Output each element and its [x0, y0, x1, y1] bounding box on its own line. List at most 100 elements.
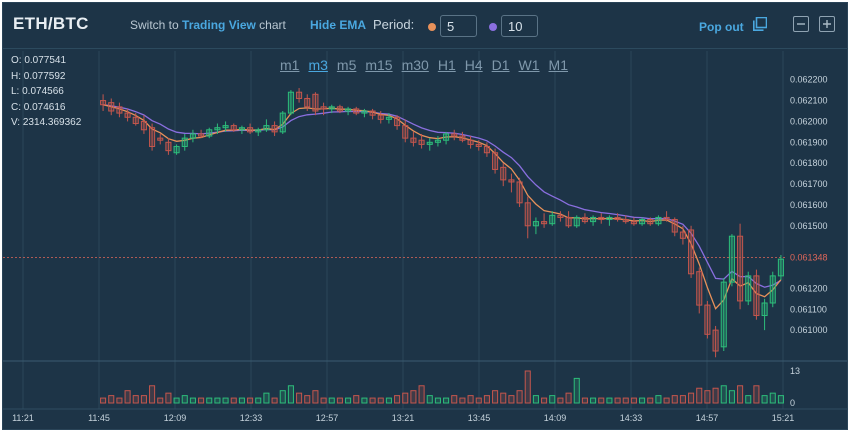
minus-icon[interactable]	[793, 16, 809, 32]
pop-out-icon[interactable]	[753, 17, 767, 31]
volume-bar[interactable]	[549, 395, 556, 404]
timeframe-m5[interactable]: m5	[336, 57, 357, 73]
volume-bar[interactable]	[418, 385, 425, 404]
candle-body[interactable]	[549, 214, 556, 225]
candle-body[interactable]	[581, 216, 588, 223]
candle-body[interactable]	[336, 106, 343, 112]
candle-body[interactable]	[614, 216, 621, 221]
candle-body[interactable]	[663, 216, 670, 221]
volume-bar[interactable]	[606, 397, 613, 404]
volume-bar[interactable]	[296, 392, 303, 404]
candle-body[interactable]	[688, 229, 695, 275]
candle-body[interactable]	[720, 281, 727, 348]
volume-bar[interactable]	[434, 397, 441, 404]
candle-body[interactable]	[737, 235, 744, 302]
volume-bar[interactable]	[402, 392, 409, 404]
candle-body[interactable]	[369, 110, 376, 116]
candle-body[interactable]	[165, 141, 172, 152]
plus-icon[interactable]	[819, 16, 835, 32]
volume-bar[interactable]	[777, 395, 784, 404]
volume-bar[interactable]	[720, 385, 727, 404]
candle-body[interactable]	[198, 133, 205, 137]
candle-body[interactable]	[696, 271, 703, 306]
candle-body[interactable]	[728, 235, 735, 283]
volume-bar[interactable]	[565, 392, 572, 404]
candle-body[interactable]	[516, 181, 523, 204]
volume-bar[interactable]	[279, 390, 286, 404]
volume-bar[interactable]	[116, 397, 123, 404]
volume-bar[interactable]	[385, 397, 392, 404]
candle-body[interactable]	[116, 106, 123, 114]
volume-bar[interactable]	[753, 385, 760, 404]
candle-body[interactable]	[671, 219, 678, 233]
candle-body[interactable]	[255, 129, 262, 133]
candle-body[interactable]	[271, 125, 278, 133]
volume-bar[interactable]	[312, 390, 319, 404]
candle-body[interactable]	[712, 329, 719, 352]
volume-bar[interactable]	[377, 397, 384, 404]
hide-ema-button[interactable]: Hide EMA	[310, 18, 367, 32]
candle-body[interactable]	[132, 116, 139, 125]
volume-bar[interactable]	[728, 390, 735, 404]
period-fast-input[interactable]	[440, 15, 477, 37]
volume-bar[interactable]	[516, 390, 523, 404]
candle-body[interactable]	[492, 152, 499, 170]
candle-body[interactable]	[345, 108, 352, 112]
volume-bar[interactable]	[108, 395, 115, 404]
volume-bar[interactable]	[230, 397, 237, 404]
candle-body[interactable]	[149, 127, 156, 147]
timeframe-m30[interactable]: m30	[401, 57, 429, 73]
candle-body[interactable]	[279, 112, 286, 133]
candle-body[interactable]	[434, 139, 441, 143]
candle-body[interactable]	[557, 214, 564, 218]
volume-bar[interactable]	[198, 397, 205, 404]
candle-body[interactable]	[704, 304, 711, 335]
candle-body[interactable]	[108, 102, 115, 112]
candle-body[interactable]	[230, 125, 237, 131]
candle-body[interactable]	[483, 145, 490, 154]
volume-bar[interactable]	[557, 397, 564, 404]
volume-bar[interactable]	[541, 397, 548, 404]
volume-bar[interactable]	[573, 377, 580, 404]
candle-body[interactable]	[622, 219, 629, 223]
candle-body[interactable]	[753, 275, 760, 317]
candle-body[interactable]	[745, 275, 752, 302]
candle-body[interactable]	[426, 141, 433, 145]
volume-bar[interactable]	[622, 397, 629, 404]
volume-bar[interactable]	[214, 397, 221, 404]
volume-bar[interactable]	[394, 395, 401, 404]
candle-body[interactable]	[124, 112, 131, 118]
volume-bar[interactable]	[132, 395, 139, 404]
volume-bar[interactable]	[320, 397, 327, 404]
candle-body[interactable]	[263, 125, 270, 131]
volume-bar[interactable]	[451, 395, 458, 404]
candle-body[interactable]	[247, 127, 254, 133]
candle-body[interactable]	[443, 133, 450, 141]
candle-body[interactable]	[524, 202, 531, 227]
volume-bar[interactable]	[500, 392, 507, 404]
volume-bar[interactable]	[238, 397, 245, 404]
volume-bar[interactable]	[173, 397, 180, 404]
candle-body[interactable]	[394, 116, 401, 127]
candle-body[interactable]	[573, 216, 580, 227]
candle-body[interactable]	[287, 91, 294, 114]
volume-bar[interactable]	[655, 395, 662, 404]
candle-body[interactable]	[451, 133, 458, 137]
candle-body[interactable]	[296, 91, 303, 99]
candle-body[interactable]	[598, 216, 605, 221]
volume-bar[interactable]	[483, 395, 490, 404]
timeframe-m1[interactable]: M1	[548, 57, 568, 73]
candle-body[interactable]	[761, 302, 768, 317]
volume-bar[interactable]	[271, 397, 278, 404]
candle-body[interactable]	[173, 145, 180, 154]
volume-bar[interactable]	[426, 395, 433, 404]
volume-bar[interactable]	[189, 397, 196, 404]
candle-body[interactable]	[238, 127, 245, 131]
candle-body[interactable]	[655, 216, 662, 225]
timeframe-w1[interactable]: W1	[518, 57, 540, 73]
volume-bar[interactable]	[328, 397, 335, 404]
candle-body[interactable]	[565, 216, 572, 227]
volume-bar[interactable]	[165, 392, 172, 404]
candle-body[interactable]	[532, 221, 539, 227]
candle-body[interactable]	[206, 129, 213, 137]
